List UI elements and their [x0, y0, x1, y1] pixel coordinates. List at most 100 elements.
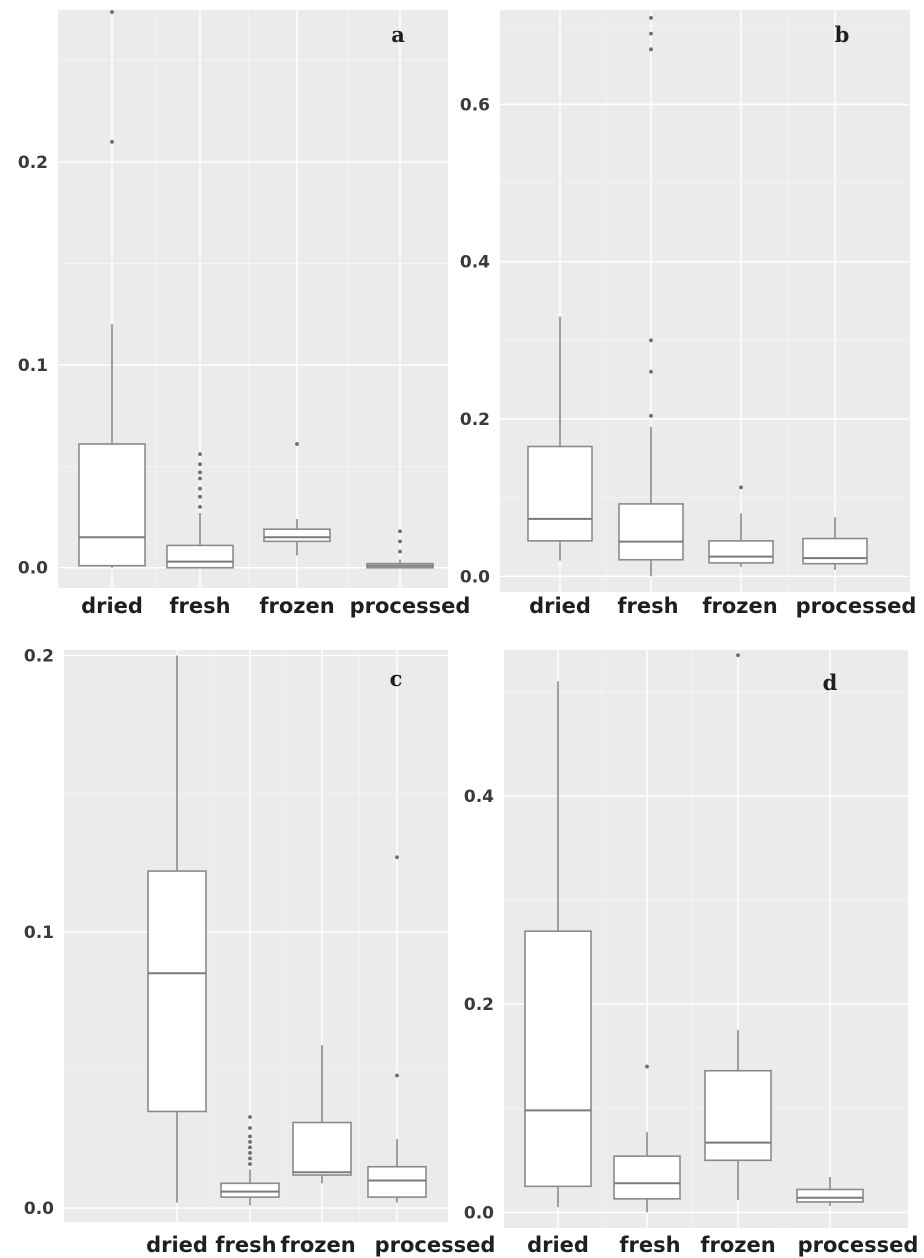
x-category-label: fresh [617, 594, 678, 618]
y-tick-label: 0.2 [24, 647, 54, 667]
box-fresh [618, 15, 684, 577]
x-category-label: processed [350, 594, 471, 618]
outlier-point [248, 1156, 252, 1161]
outlier-point [736, 653, 740, 658]
box-dried [78, 10, 146, 568]
outlier-point [248, 1151, 252, 1155]
interquartile-box [802, 537, 868, 565]
box-frozen [704, 653, 772, 1200]
y-tick-label: 0.4 [460, 253, 490, 273]
outlier-point [198, 462, 202, 467]
x-category-label: frozen [259, 594, 334, 618]
interquartile-box [147, 870, 207, 1113]
outlier-point [398, 539, 402, 544]
outlier-point [295, 442, 299, 446]
outlier-point [248, 1115, 252, 1119]
box-fresh [166, 452, 234, 569]
panel-c: 0.0 0.1 0.2 dried fresh frozen processed c [24, 647, 496, 1257]
box-processed [366, 529, 434, 569]
y-tick-label: 0.0 [464, 1203, 494, 1223]
x-category-label: frozen [702, 594, 777, 618]
y-tick-label: 0.2 [460, 410, 490, 430]
outlier-point [395, 1073, 399, 1078]
y-tick-label: 0.0 [460, 567, 490, 587]
panel-background [64, 650, 448, 1222]
outlier-point [398, 549, 402, 554]
interquartile-box [613, 1155, 681, 1200]
x-category-label: dried [527, 1233, 589, 1257]
interquartile-box [292, 1121, 352, 1176]
x-category-label: processed [796, 594, 917, 618]
interquartile-box [78, 443, 146, 567]
interquartile-box [708, 540, 774, 564]
y-tick-label: 0.1 [18, 356, 48, 376]
x-category-label: dried [81, 594, 143, 618]
interquartile-box [263, 528, 331, 543]
outlier-point [739, 485, 743, 490]
outlier-point [248, 1145, 252, 1150]
box-dried [147, 655, 207, 1203]
y-tick-label: 0.2 [18, 153, 48, 173]
panel-tag: a [391, 22, 405, 47]
outlier-point [198, 476, 202, 481]
outlier-point [248, 1162, 252, 1166]
x-category-label: fresh [215, 1233, 276, 1257]
box-fresh [220, 1115, 280, 1206]
outlier-point [395, 855, 399, 860]
x-category-label: frozen [280, 1233, 355, 1257]
panel-b: 0.0 0.2 0.4 0.6 dried fresh frozen processed b [460, 10, 917, 618]
x-category-label: fresh [619, 1233, 680, 1257]
y-tick-label: 0.2 [464, 995, 494, 1015]
y-tick-label: 0.4 [464, 787, 494, 807]
outlier-point [649, 338, 653, 343]
interquartile-box [166, 544, 234, 569]
box-dried [527, 316, 593, 561]
box-processed [802, 517, 868, 570]
panel-tag: b [835, 22, 850, 47]
box-fresh [613, 1064, 681, 1213]
y-tick-label: 0.1 [24, 923, 54, 943]
x-category-label: frozen [700, 1233, 775, 1257]
outlier-point [649, 15, 653, 20]
interquartile-box [796, 1188, 864, 1203]
outlier-point [649, 369, 653, 374]
y-tick-label: 0.6 [460, 95, 490, 115]
outlier-point [649, 47, 653, 52]
outlier-point [110, 10, 114, 14]
box-frozen [292, 1045, 352, 1184]
outlier-point [398, 529, 402, 534]
box-frozen [708, 485, 774, 567]
x-category-label: fresh [169, 594, 230, 618]
box-dried [524, 681, 592, 1208]
x-category-label: dried [529, 594, 591, 618]
panel-tag: d [823, 670, 838, 695]
panel-a: 0.0 0.1 0.2 dried fresh frozen processed a [18, 10, 471, 618]
y-tick-label: 0.0 [18, 559, 48, 579]
interquartile-box [618, 503, 684, 561]
outlier-point [198, 494, 202, 499]
interquartile-box [220, 1182, 280, 1198]
x-category-label: processed [798, 1233, 919, 1257]
outlier-point [248, 1139, 252, 1144]
interquartile-box [524, 930, 592, 1188]
outlier-point [110, 139, 114, 144]
interquartile-box [527, 445, 593, 542]
outlier-point [198, 452, 202, 457]
outlier-point [649, 31, 653, 36]
outlier-point [198, 470, 202, 475]
x-category-label: dried [146, 1233, 208, 1257]
outlier-point [248, 1126, 252, 1130]
outlier-point [198, 486, 202, 491]
panel-d: 0.0 0.2 0.4 dried fresh frozen processed d [464, 650, 919, 1257]
outlier-point [198, 504, 202, 509]
outlier-point [645, 1064, 649, 1069]
x-category-label: processed [375, 1233, 496, 1257]
y-tick-label: 0.0 [24, 1199, 54, 1219]
box-processed [367, 855, 427, 1203]
box-processed [796, 1176, 864, 1207]
interquartile-box [367, 1165, 427, 1198]
outlier-point [248, 1134, 252, 1139]
box-frozen [263, 442, 331, 556]
outlier-point [649, 413, 653, 418]
